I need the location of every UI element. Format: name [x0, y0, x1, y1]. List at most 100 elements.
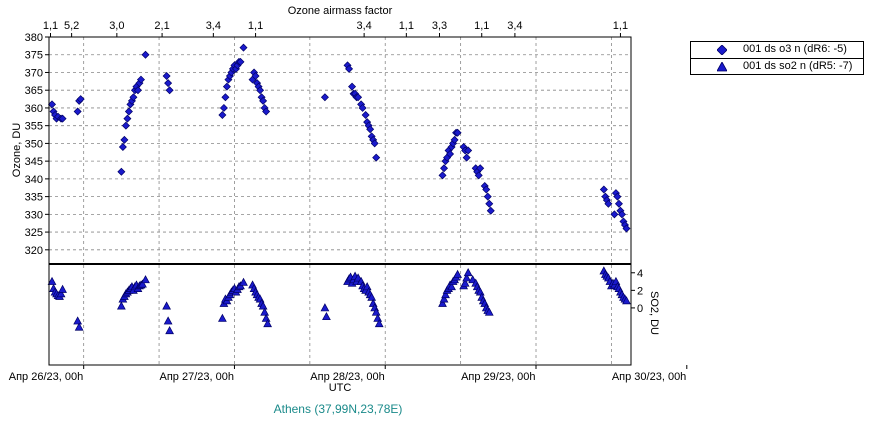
y-tick-label: 370 [25, 67, 43, 79]
o3-point [222, 82, 231, 91]
so2-point [367, 292, 377, 301]
o3-point [348, 82, 357, 91]
y-tick-label: 340 [25, 174, 43, 186]
o3-point [446, 150, 455, 159]
o3-point [486, 206, 495, 215]
plot-frame [48, 36, 632, 366]
o3-point [599, 185, 608, 194]
so2-point [320, 303, 330, 312]
o3-point [121, 121, 130, 130]
o3-point [129, 93, 138, 102]
o3-point [614, 199, 623, 208]
legend: 001 ds o3 n (dR6: -5) 001 ds so2 n (dR5:… [690, 41, 864, 75]
o3-point [164, 79, 173, 88]
y-tick-label: 350 [25, 138, 43, 150]
o3-point [366, 125, 375, 134]
o3-point [221, 93, 230, 102]
so2-point [165, 326, 175, 335]
o3-point [438, 171, 447, 180]
o3-point [482, 185, 491, 194]
so2-point [261, 313, 271, 322]
legend-divider [691, 58, 863, 59]
so2-tick-label: 0 [637, 303, 643, 315]
so2-point [453, 269, 462, 278]
o3-point [136, 75, 145, 84]
o3-point [476, 164, 485, 173]
triangle-marker-icon [717, 62, 727, 72]
o3-point [58, 114, 67, 123]
o3-point [485, 199, 494, 208]
grid [49, 37, 631, 365]
so2-point [56, 289, 66, 298]
o3-point [474, 171, 483, 180]
o3-point [450, 135, 459, 144]
x-axis-title: UTC [329, 382, 352, 394]
station-label: Athens (37,99N,23,78E) [274, 402, 403, 416]
legend-item-o3: 001 ds o3 n (dR6: -5) [691, 42, 863, 58]
airmass-axis-ticks: 1,1 5,2 3,0 2,1 3,4 1,1 3,4 1,1 3,3 1,1 3,4 1,1 [43, 20, 628, 37]
y-tick-label: 355 [25, 121, 43, 133]
so2-point [263, 318, 273, 328]
o3-point [462, 153, 471, 162]
o3-point [259, 96, 268, 105]
x-tick-label: Апр 29/23, 00h [461, 371, 535, 383]
top-tick-label: 3,4 [206, 20, 221, 32]
so2-point [463, 268, 473, 277]
so2-tick-label: 4 [637, 268, 643, 280]
so2-point [622, 296, 631, 305]
so2-point [475, 287, 485, 296]
so2-point [462, 273, 472, 282]
o3-point [76, 95, 85, 104]
o3-point [218, 111, 227, 120]
so2-point [441, 290, 450, 299]
o3-point [219, 103, 228, 112]
o3-point [440, 164, 449, 173]
o3-point [613, 192, 622, 201]
top-tick-label: 1,1 [474, 20, 489, 32]
y-tick-label: 365 [25, 85, 43, 97]
o3-point [262, 107, 271, 116]
o3-point [162, 72, 171, 81]
so2-point [484, 307, 494, 316]
so2-point [162, 301, 171, 310]
y-tick-label: 320 [25, 245, 43, 257]
o3-point [464, 146, 473, 155]
x-tick-label: Апр 27/23, 00h [160, 371, 234, 383]
ozone-axis-ticks: 320 325 330 335 340 345 350 355 360 365 370 375 380 [25, 32, 49, 257]
o3-point [239, 43, 248, 52]
o3-point [604, 199, 613, 208]
o3-point [73, 107, 82, 116]
o3-point [453, 128, 462, 137]
top-tick-label: 2,1 [154, 20, 169, 32]
so2-point [371, 307, 381, 316]
top-tick-label: 1,1 [248, 20, 263, 32]
o3-point [48, 100, 57, 109]
so2-point [362, 282, 372, 291]
x-tick-label: Апр 30/23, 00h [612, 371, 686, 383]
y-tick-label: 360 [25, 103, 43, 115]
o3-point [133, 86, 142, 95]
x-tick-label: Апр 26/23, 00h [9, 371, 83, 383]
y-tick-label: 380 [25, 32, 43, 44]
o3-point [320, 93, 329, 102]
time-axis-ticks: Апр 26/23, 00h Апр 27/23, 00h Апр 28/23, 0… [9, 365, 688, 383]
o3-point [236, 57, 245, 66]
y-tick-label: 335 [25, 192, 43, 204]
legend-item-so2: 001 ds so2 n (dR5: -7) [691, 59, 863, 75]
o3-point [141, 50, 150, 59]
o3-point [123, 114, 132, 123]
o3-point [483, 192, 492, 201]
so2-series [47, 266, 631, 335]
o3-point [124, 107, 133, 116]
plot-area [49, 37, 631, 365]
so2-point [239, 277, 248, 286]
top-tick-label: 5,2 [64, 20, 79, 32]
o3-point [251, 72, 260, 81]
o3-point [610, 210, 619, 219]
o3-point [372, 153, 381, 162]
o3-point [345, 64, 354, 73]
top-tick-label: 3,4 [356, 20, 371, 32]
top-axis-title: Ozone airmass factor [288, 5, 393, 17]
o3-point [358, 103, 367, 112]
